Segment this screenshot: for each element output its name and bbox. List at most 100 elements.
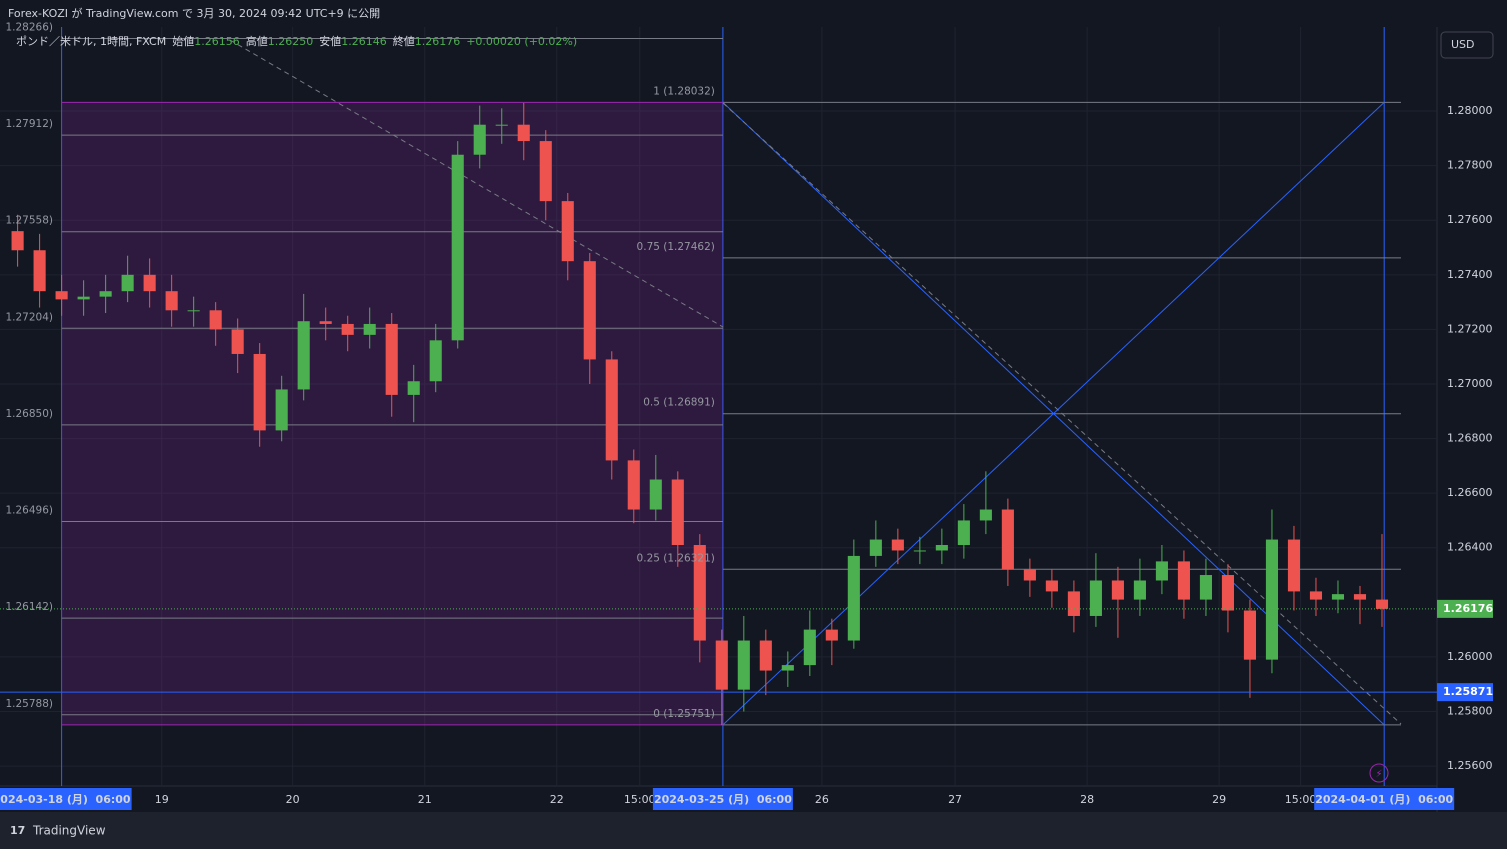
- x-tick-badge: [652, 788, 793, 810]
- brand-logo: 17: [10, 824, 25, 837]
- candle-body: [319, 321, 332, 324]
- candle-body: [1243, 610, 1256, 660]
- candle-body: [165, 291, 178, 311]
- fib-label: 1.27912): [5, 118, 53, 130]
- footer-bar: [0, 812, 1507, 849]
- candle-body: [605, 359, 618, 461]
- x-tick-label: 15:00: [1285, 793, 1317, 806]
- candle-body: [33, 250, 46, 292]
- x-tick-badge: [0, 788, 132, 810]
- x-tick-label: 15:00: [624, 793, 656, 806]
- x-tick-label: 20: [286, 793, 300, 806]
- fib-label: 1 (1.28032): [653, 85, 715, 97]
- legend-open-label: 始値: [172, 34, 194, 48]
- x-tick-label: 19: [155, 793, 169, 806]
- event-icon-glyph[interactable]: ⚡: [1375, 769, 1382, 780]
- brand: TradingView: [32, 824, 106, 838]
- candle-body: [649, 479, 662, 510]
- candle-body: [209, 310, 222, 330]
- cross-line: [722, 101, 1385, 726]
- candle-body: [539, 141, 552, 202]
- trend-dashed: [722, 102, 1402, 725]
- y-tick-label: 1.27600: [1447, 213, 1493, 226]
- fib-label: 1.25788): [5, 698, 53, 710]
- candle-body: [473, 124, 486, 155]
- candle-body: [1155, 561, 1168, 581]
- price-badge: [1437, 683, 1493, 702]
- candle-body: [671, 479, 684, 546]
- y-tick-label: 1.27800: [1447, 159, 1493, 172]
- candle-body: [1199, 575, 1212, 600]
- y-tick-label: 1.26600: [1447, 486, 1493, 499]
- candle-body: [1089, 580, 1102, 616]
- candle-body: [517, 124, 530, 142]
- currency[interactable]: USD: [1451, 38, 1475, 51]
- candle-body: [847, 555, 860, 641]
- legend: ポンド／米ドル, 1時間, FXCM 始値1.26156 高値1.26250 安値1.…: [16, 34, 577, 48]
- candle-body: [1221, 575, 1234, 611]
- candle-body: [253, 353, 266, 431]
- candle-body: [781, 665, 794, 671]
- candle-body: [1001, 509, 1014, 570]
- legend-low: 1.26146: [341, 35, 387, 48]
- candle-body: [121, 274, 134, 292]
- x-tick-label: 21: [418, 793, 432, 806]
- price-label: 1.26176: [1443, 602, 1493, 615]
- candle-body: [341, 323, 354, 335]
- fib-label: 0 (1.25751): [653, 708, 715, 720]
- candle-body: [891, 539, 904, 551]
- candle-body: [231, 329, 244, 354]
- candle-body: [693, 545, 706, 641]
- candle-body: [869, 539, 882, 556]
- candle-body: [11, 231, 24, 251]
- candle-body: [187, 310, 200, 312]
- event-icon[interactable]: [1369, 763, 1389, 783]
- candle-body: [1045, 580, 1058, 592]
- legend-open: 1.26156: [194, 35, 240, 48]
- candle-body: [1331, 594, 1345, 600]
- candle-body: [55, 291, 68, 300]
- candle-body: [363, 323, 376, 335]
- y-tick-label: 1.25600: [1447, 759, 1493, 772]
- published: Forex-KOZI が TradingView.com で 3月 30, 20…: [8, 6, 380, 20]
- fib-label: 1.28266): [5, 21, 53, 33]
- x-tick-badge: [1314, 788, 1455, 810]
- x-tick-label: 26: [815, 793, 829, 806]
- x-tick-label: 28: [1080, 793, 1094, 806]
- x-tick-label: 22: [550, 793, 564, 806]
- candle-body: [1111, 580, 1124, 600]
- fib-zone: [61, 102, 723, 725]
- candle-body: [143, 274, 156, 292]
- x-tick-label: 2024-03-25 (月) 06:00: [654, 793, 792, 806]
- candle-body: [385, 323, 398, 395]
- candle-body: [1177, 561, 1190, 600]
- candle-body: [803, 629, 816, 666]
- y-tick-label: 1.26400: [1447, 541, 1493, 554]
- y-tick-label: 1.25800: [1447, 704, 1493, 717]
- legend-low-label: 安値: [319, 34, 341, 48]
- x-tick-label: 29: [1212, 793, 1226, 806]
- candle-body: [451, 154, 464, 341]
- candle-body: [429, 340, 442, 382]
- legend-high-label: 高値: [246, 34, 268, 48]
- candle-body: [825, 629, 838, 641]
- candle-body: [1353, 594, 1367, 600]
- candle-body: [583, 261, 596, 360]
- candle-body: [561, 201, 574, 262]
- candle-body: [1309, 591, 1323, 600]
- candle-body: [935, 545, 948, 551]
- candle-body: [1023, 569, 1036, 581]
- fib-label: 1.27204): [5, 311, 53, 323]
- legend-change: +0.00020 (+0.02%): [466, 35, 577, 48]
- candle-body: [737, 640, 750, 690]
- legend-close-label: 終値: [393, 34, 415, 48]
- legend-symbol: ポンド／米ドル, 1時間, FXCM: [16, 35, 166, 48]
- fib-label: 1.27558): [5, 215, 53, 227]
- price-label: 1.25871: [1443, 685, 1493, 698]
- candle-body: [275, 389, 288, 431]
- candle-body: [913, 550, 926, 552]
- currency-button[interactable]: [1440, 31, 1494, 59]
- candle-body: [297, 321, 310, 390]
- fib-label: 0.75 (1.27462): [637, 241, 715, 253]
